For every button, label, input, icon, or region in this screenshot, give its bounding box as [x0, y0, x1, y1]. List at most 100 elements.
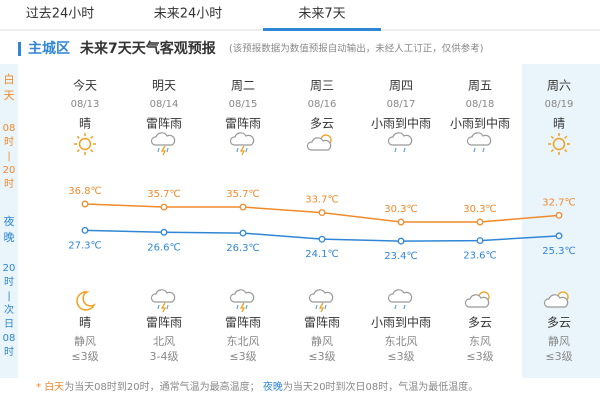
- sun: [78, 137, 92, 151]
- drop: [236, 304, 239, 310]
- header-note: (该预报数据为数值预报自动输出，未经人工订正，仅供参考): [229, 43, 483, 55]
- tab[interactable]: 未来24小时: [154, 7, 223, 22]
- tab[interactable]: 过去24小时: [26, 7, 95, 22]
- bolt: [160, 302, 167, 313]
- weather-icon: [308, 289, 334, 313]
- wind-direction: 东风: [469, 335, 491, 348]
- night-weather: 多云: [547, 316, 571, 330]
- wind-direction: 东北风: [227, 335, 260, 348]
- day-weather: 雷阵雨: [225, 117, 261, 131]
- weather-icon: [387, 289, 413, 310]
- high-label: 35.7℃: [147, 189, 181, 200]
- cloud: [306, 137, 332, 151]
- side-label: |: [7, 151, 10, 162]
- cloud: [464, 294, 490, 308]
- cloud: [387, 132, 413, 146]
- drop: [245, 304, 248, 310]
- day-weather: 多云: [310, 117, 334, 131]
- drop: [157, 147, 160, 153]
- wind-direction: 静风: [548, 334, 570, 348]
- wind-level: ≤3级: [387, 350, 414, 363]
- low-label: 26.6℃: [147, 242, 181, 253]
- drop: [324, 304, 327, 310]
- cloud: [229, 132, 255, 146]
- weather-icon: [466, 132, 492, 153]
- bolt: [318, 302, 325, 313]
- header-bar: [18, 42, 21, 56]
- highlight-column: [522, 64, 600, 378]
- side-label: 夜: [4, 214, 15, 228]
- weather-icon: [543, 291, 569, 308]
- sun: [552, 137, 566, 151]
- date: 08/15: [229, 99, 258, 110]
- day-weather: 小雨到中雨: [371, 116, 431, 131]
- moon: [76, 291, 96, 311]
- side-label: 20: [3, 165, 16, 176]
- day-name: 今天: [73, 78, 97, 93]
- night-weather: 雷阵雨: [225, 316, 261, 330]
- day-name: 周二: [231, 79, 255, 93]
- drop: [157, 304, 160, 310]
- day-name: 周三: [310, 79, 334, 93]
- area: 主城区: [28, 40, 70, 57]
- side-label: 时: [4, 136, 14, 148]
- weather-icon: [150, 289, 176, 313]
- high-label: 32.7℃: [542, 197, 576, 208]
- wind-level: ≤3级: [229, 350, 256, 363]
- sun-ray: [76, 135, 80, 139]
- date: 08/17: [387, 99, 416, 110]
- high-label: 30.3℃: [384, 204, 418, 215]
- side-label: 白: [4, 72, 15, 86]
- night-weather: 晴: [79, 316, 91, 330]
- low-point: [318, 235, 326, 243]
- wind-level: ≤3级: [545, 350, 572, 363]
- tab-underline: [263, 28, 381, 31]
- weather-icon: [387, 132, 413, 153]
- footer-night: 夜晚: [263, 380, 283, 393]
- low-label: 26.3℃: [226, 243, 260, 254]
- side-label: 时: [4, 276, 14, 288]
- sun-ray: [90, 135, 94, 139]
- wind-direction: 静风: [311, 334, 333, 348]
- low-label: 24.1℃: [305, 249, 339, 260]
- weather-icon: [229, 132, 255, 156]
- footer-night-text: 为当天20时到次日08时，气温为最低温度。: [283, 380, 478, 393]
- high-label: 35.7℃: [226, 189, 260, 200]
- footer-day-text: 为当天08时到20时，通常气温为最高温度；: [64, 380, 259, 393]
- bolt: [239, 302, 246, 313]
- drop: [403, 147, 406, 153]
- footer: * 白天为当天08时到20时，通常气温为最高温度； 夜晚为当天20时到次日08时…: [36, 380, 478, 393]
- weather-icon: [76, 291, 96, 311]
- side-label: 20: [3, 263, 16, 274]
- side-label: |: [7, 291, 10, 302]
- date: 08/19: [545, 99, 574, 110]
- high-label: 36.8℃: [68, 186, 102, 197]
- drop: [166, 147, 169, 153]
- weather-icon: [74, 133, 96, 155]
- sun-ray: [550, 135, 554, 139]
- date: 08/14: [150, 99, 179, 110]
- day-name: 周四: [389, 79, 413, 93]
- day-name: 明天: [152, 79, 176, 93]
- night-weather: 小雨到中雨: [371, 315, 431, 330]
- sun-ray: [564, 149, 568, 153]
- wind-direction: 静风: [74, 334, 96, 348]
- header-title: 未来7天天气客观预报: [80, 40, 216, 57]
- high-point: [397, 218, 405, 226]
- footer-day: 白天: [44, 380, 64, 393]
- bolt: [239, 145, 246, 156]
- cloud: [150, 289, 176, 303]
- low-label: 23.4℃: [384, 251, 418, 262]
- tab[interactable]: 未来7天: [298, 7, 345, 22]
- weather-icon: [548, 133, 570, 155]
- drop: [403, 304, 406, 310]
- wind-level: 3-4级: [150, 350, 179, 363]
- sun-ray: [550, 149, 554, 153]
- side-label: 晚: [4, 231, 15, 244]
- cloud: [308, 289, 334, 303]
- wind-level: ≤3级: [71, 350, 98, 363]
- cloud: [543, 294, 569, 308]
- wind-level: ≤3级: [466, 350, 493, 363]
- cloud: [229, 289, 255, 303]
- low-label: 27.3℃: [68, 240, 102, 251]
